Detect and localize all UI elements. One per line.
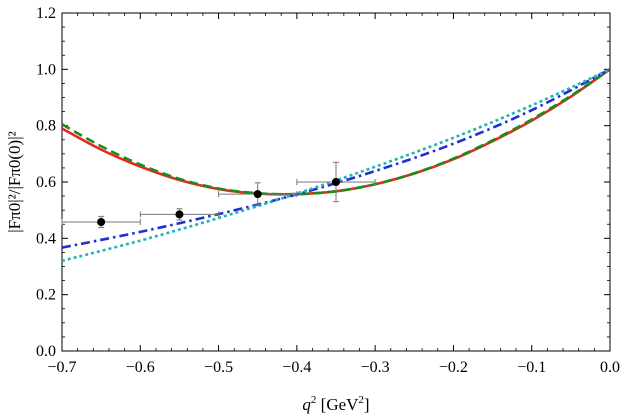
x-tick-label: 0.0	[600, 359, 620, 376]
data-marker	[253, 190, 262, 199]
data-marker	[332, 178, 340, 186]
x-tick-label: −0.6	[126, 359, 155, 376]
y-tick-label: 1.2	[36, 5, 56, 22]
y-tick-label: 0.2	[36, 287, 56, 304]
data-marker	[97, 217, 106, 226]
y-tick-label: 0.0	[36, 343, 56, 360]
data-point	[296, 161, 376, 203]
x-tick-label: −0.3	[361, 359, 390, 376]
data-point	[218, 182, 298, 206]
y-axis-label: |Fπ0|²/|Fπ0(0)|²	[5, 131, 24, 232]
x-tick-label: −0.1	[517, 359, 546, 376]
data-points	[61, 161, 376, 229]
y-tick-label: 1.0	[36, 61, 56, 78]
y-tick-label: 0.6	[36, 174, 56, 191]
x-tick-label: −0.5	[204, 359, 233, 376]
x-axis-label: q2 [GeV2]	[302, 394, 369, 414]
series-line-dotted	[62, 68, 610, 263]
data-point	[61, 215, 141, 229]
x-tick-label: −0.4	[282, 359, 311, 376]
x-tick-label: −0.2	[439, 359, 468, 376]
y-tick-label: 0.8	[36, 118, 56, 135]
data-point	[139, 208, 220, 221]
x-tick-label: −0.7	[47, 359, 76, 376]
y-tick-label: 0.4	[36, 230, 56, 247]
data-marker	[175, 210, 184, 219]
series-line-dash-dot	[62, 68, 610, 249]
axis-ticks: −0.7 −0.6 −0.5 −0.4 −0.3 −0.2 −0.1 0.0 0.0 0.2 0.4…	[36, 5, 620, 376]
